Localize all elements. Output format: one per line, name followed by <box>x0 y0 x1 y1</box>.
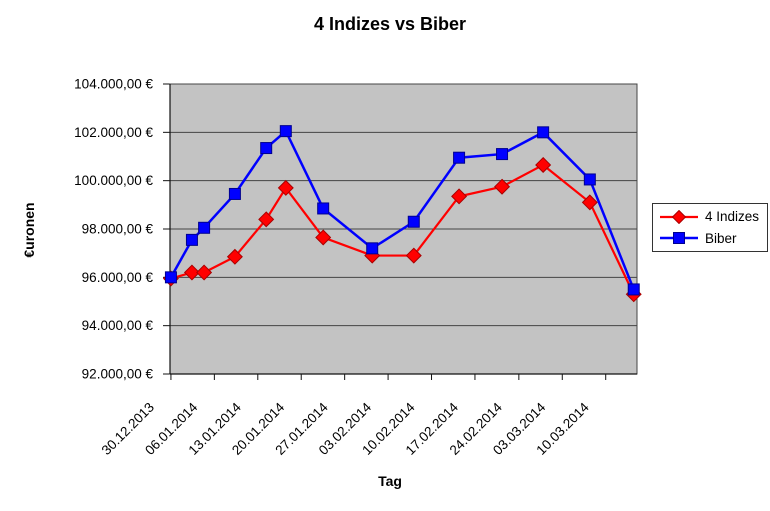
chart-title: 4 Indizes vs Biber <box>313 14 467 34</box>
legend-item-biber: Biber <box>658 231 767 246</box>
marker-square-biber <box>583 173 596 186</box>
marker-diamond-4-indizes <box>451 188 468 205</box>
y-tick-label: 94.000,00 € <box>82 318 154 333</box>
marker-square-biber <box>366 242 379 255</box>
marker-diamond-4-indizes <box>315 229 332 246</box>
x-axis-title: Tag <box>378 473 402 489</box>
y-tick-label: 104.000,00 € <box>74 77 153 92</box>
marker-square-biber <box>279 125 292 138</box>
marker-square-biber <box>185 233 198 246</box>
marker-diamond-4-indizes <box>226 248 243 265</box>
marker-square-biber <box>407 215 420 228</box>
marker-square-biber <box>164 271 177 284</box>
marker-diamond-4-indizes <box>581 194 598 211</box>
y-tick-label: 98.000,00 € <box>82 222 154 237</box>
marker-square-biber <box>260 142 273 155</box>
marker-square-biber <box>453 151 466 164</box>
marker-diamond-4-indizes <box>258 211 275 228</box>
legend-label-4-indizes: 4 Indizes <box>705 209 760 225</box>
y-tick-label: 102.000,00 € <box>74 125 153 140</box>
marker-square-biber <box>496 148 509 161</box>
marker-diamond-4-indizes <box>196 264 213 281</box>
marker-square-biber <box>537 126 550 139</box>
marker-diamond-4-indizes <box>494 178 511 195</box>
marker-square-biber <box>228 187 241 200</box>
legend: 4 Indizes Biber <box>652 203 768 252</box>
y-tick-label: 96.000,00 € <box>82 270 154 285</box>
marker-diamond-4-indizes <box>535 156 552 173</box>
marker-diamond-4-indizes <box>405 247 422 264</box>
y-tick-label: 100.000,00 € <box>74 173 153 188</box>
marker-diamond-4-indizes <box>277 179 294 196</box>
legend-marker-diamond-icon <box>660 209 698 224</box>
y-tick-label: 92.000,00 € <box>82 367 154 382</box>
marker-square-biber <box>198 221 211 234</box>
legend-label-biber: Biber <box>705 230 737 246</box>
marker-square-biber <box>317 202 330 215</box>
legend-item-4-indizes: 4 Indizes <box>658 209 767 224</box>
marker-diamond-4-indizes <box>183 264 200 281</box>
legend-marker-square-icon <box>660 232 698 245</box>
marker-square-biber <box>627 283 640 296</box>
